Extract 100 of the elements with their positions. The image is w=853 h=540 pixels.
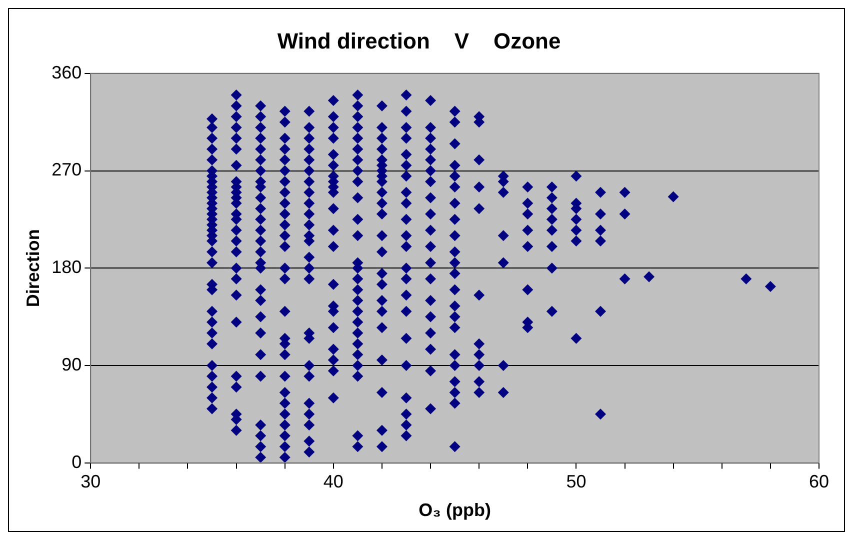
point <box>400 106 412 117</box>
point <box>376 424 388 436</box>
point <box>255 214 266 225</box>
point <box>255 224 266 236</box>
point <box>449 386 460 398</box>
point <box>230 160 242 171</box>
point <box>425 273 436 284</box>
point <box>474 386 485 398</box>
point <box>594 236 606 247</box>
point <box>352 370 364 382</box>
y-tick-label: 360 <box>52 62 82 82</box>
point <box>668 191 679 202</box>
point <box>230 90 242 101</box>
point <box>255 328 266 338</box>
point <box>474 290 485 301</box>
point <box>328 132 339 144</box>
point <box>619 208 630 220</box>
point <box>304 208 315 220</box>
point <box>400 214 412 225</box>
point <box>400 132 412 144</box>
point <box>425 144 436 155</box>
point <box>304 154 315 166</box>
point <box>230 144 242 155</box>
point <box>255 284 266 296</box>
point <box>304 132 315 144</box>
point <box>328 149 339 160</box>
point <box>425 403 436 414</box>
y-tick-label: 270 <box>52 160 82 180</box>
point <box>740 273 752 284</box>
point <box>376 441 388 452</box>
point <box>425 132 436 144</box>
point <box>230 246 242 258</box>
point <box>570 170 582 182</box>
point <box>352 165 364 176</box>
point <box>376 132 388 144</box>
point <box>206 338 218 350</box>
point <box>206 306 218 317</box>
point <box>376 306 388 317</box>
point <box>425 224 436 236</box>
point <box>449 116 460 128</box>
point <box>425 328 436 338</box>
point <box>449 300 460 312</box>
x-tick-label: 50 <box>566 472 586 492</box>
point <box>279 116 290 128</box>
point <box>425 122 436 133</box>
point <box>279 176 290 188</box>
point <box>352 306 364 317</box>
point <box>304 273 315 284</box>
point <box>230 382 242 393</box>
point <box>449 106 460 117</box>
point <box>425 176 436 188</box>
point <box>546 181 558 192</box>
point <box>279 370 290 382</box>
point <box>279 430 290 442</box>
point <box>594 408 606 420</box>
point <box>352 144 364 155</box>
point <box>279 106 290 117</box>
point <box>522 240 534 252</box>
point <box>352 328 364 338</box>
point <box>449 198 460 209</box>
point <box>279 419 290 430</box>
point <box>400 273 412 284</box>
point <box>279 144 290 155</box>
point <box>255 441 266 452</box>
point <box>255 203 266 214</box>
point <box>400 360 412 371</box>
point <box>230 273 242 284</box>
point <box>352 430 364 442</box>
point <box>304 198 315 209</box>
point <box>425 154 436 166</box>
point <box>230 122 242 133</box>
point <box>400 262 412 274</box>
point <box>279 349 290 360</box>
point <box>279 230 290 242</box>
point <box>304 122 315 133</box>
point <box>304 186 315 198</box>
point <box>546 192 558 204</box>
point <box>400 392 412 404</box>
point <box>279 208 290 220</box>
point <box>619 186 630 198</box>
point <box>352 284 364 296</box>
point <box>400 198 412 209</box>
point <box>352 349 364 360</box>
point <box>304 436 315 447</box>
point <box>594 208 606 220</box>
point <box>449 257 460 268</box>
point <box>376 198 388 209</box>
point <box>594 224 606 236</box>
point <box>279 441 290 452</box>
point <box>522 208 534 220</box>
point <box>449 214 460 225</box>
point <box>328 322 339 334</box>
point <box>449 284 460 296</box>
point <box>206 370 218 382</box>
point <box>449 376 460 388</box>
point <box>425 240 436 252</box>
y-axis-title: Direction <box>22 229 43 308</box>
point <box>498 386 509 398</box>
point <box>474 338 485 350</box>
point <box>206 122 218 133</box>
